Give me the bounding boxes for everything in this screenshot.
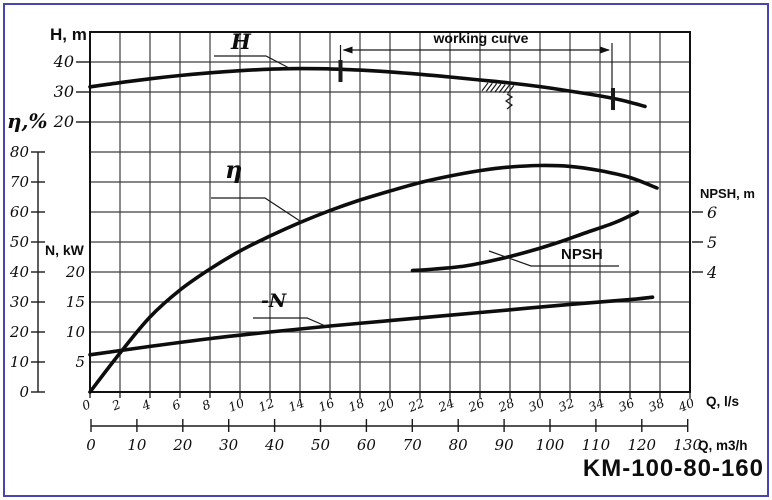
q-ls-tick-label: 24 (435, 395, 456, 415)
leader-eta (211, 197, 304, 224)
npsh-axis-label: NPSH, m (700, 186, 755, 201)
curve-NPSH (410, 210, 640, 273)
working-range-arrow-right (600, 46, 610, 54)
q-m3h-tick-label: 130 (673, 436, 702, 454)
q-ls-tick-label: 12 (256, 395, 276, 415)
curve-N (88, 295, 655, 357)
q-m3h-tick-label: 110 (582, 436, 611, 454)
head-curve-label: H (231, 29, 251, 54)
rated-point-hatch-stroke (481, 82, 489, 92)
n-tick-label: 15 (66, 293, 85, 311)
q-ls-tick-label: 6 (170, 396, 183, 413)
rated-point-hatch-stroke (494, 83, 502, 93)
q-ls-tick-label: 18 (346, 395, 366, 415)
q-m3h-tick-label: 50 (311, 436, 331, 454)
q-ls-tick-label: 30 (526, 395, 546, 415)
leader-NPSH (488, 250, 619, 267)
q-m3h-tick-label: 80 (449, 436, 469, 454)
eta-tick-label: 40 (9, 263, 30, 281)
head-axis-label: H, m (50, 25, 87, 44)
npsh-tick-label: 6 (707, 203, 717, 222)
leader-N (253, 317, 331, 329)
q-ls-tick-label: 16 (316, 395, 336, 415)
q-m3h-tick-label: 70 (403, 436, 423, 454)
q-m3h-tick-label: 40 (264, 436, 285, 454)
curve-eta (88, 163, 659, 394)
n-tick-label: 20 (65, 263, 86, 281)
working-curve-label: working curve (433, 30, 529, 46)
rated-point-hatch-stroke (507, 85, 515, 94)
npsh-tick-label: 5 (707, 233, 717, 252)
leader-H (214, 55, 292, 70)
efficiency-curve-label: η (225, 155, 243, 184)
rated-point-squiggle (504, 93, 514, 110)
eta-tick-label: 70 (10, 173, 30, 191)
npsh-tick-label: 4 (706, 263, 717, 282)
flow-ls-axis-label: Q, l/s (706, 394, 740, 409)
sheet-border (3, 3, 769, 497)
q-ls-tick-label: 0 (80, 396, 93, 413)
npsh-curve-label: NPSH (561, 246, 603, 263)
q-ls-tick-label: 26 (465, 395, 486, 415)
q-ls-tick-label: 38 (646, 395, 666, 415)
q-ls-tick-label: 10 (226, 395, 246, 415)
curve-H (88, 66, 647, 109)
q-m3h-tick-label: 90 (495, 436, 515, 454)
h-tick-label: 20 (53, 112, 74, 131)
q-m3h-tick-label: 120 (627, 436, 656, 454)
eta-tick-label: 30 (10, 293, 30, 311)
q-ls-tick-label: 40 (675, 395, 696, 415)
eta-tick-label: 60 (10, 203, 30, 221)
q-ls-tick-label: 32 (556, 395, 576, 415)
eta-tick-label: 20 (9, 323, 30, 341)
q-ls-tick-label: 28 (495, 395, 516, 415)
rated-point-hatch-stroke (498, 84, 506, 93)
pump-model-title: KM-100-80-160 (582, 455, 764, 482)
eta-tick-label: 80 (10, 143, 30, 161)
eta-tick-label: 50 (10, 233, 30, 251)
h-tick-label: 30 (54, 82, 74, 101)
q-m3h-tick-label: 0 (86, 436, 96, 454)
q-m3h-tick-label: 10 (127, 436, 147, 454)
q-m3h-tick-label: 30 (219, 436, 239, 454)
q-ls-tick-label: 14 (286, 395, 306, 415)
q-m3h-tick-label: 20 (172, 436, 193, 454)
q-ls-tick-label: 4 (139, 396, 153, 413)
q-ls-tick-label: 22 (405, 395, 426, 415)
q-ls-tick-label: 34 (586, 395, 606, 415)
q-ls-tick-label: 36 (616, 395, 636, 415)
rated-point-hatch-stroke (503, 84, 510, 94)
q-ls-tick-label: 2 (109, 396, 123, 413)
working-range-arrow-left (342, 46, 353, 54)
efficiency-axis-label: η,% (7, 109, 48, 133)
power-curve-label: -N (261, 290, 287, 312)
rated-point-hatch-stroke (485, 82, 493, 92)
eta-tick-label: 0 (19, 383, 29, 401)
power-axis-label: N, kW (45, 242, 84, 258)
n-tick-label: 5 (75, 353, 85, 371)
eta-tick-label: 10 (10, 353, 30, 371)
q-m3h-tick-label: 100 (536, 436, 565, 454)
rated-point-hatch-stroke (490, 83, 498, 93)
h-tick-label: 40 (53, 52, 74, 71)
q-ls-tick-label: 8 (200, 396, 213, 413)
q-ls-tick-label: 20 (375, 395, 396, 415)
n-tick-label: 10 (66, 323, 86, 341)
flow-m3h-axis-label: Q, m3/h (698, 438, 748, 453)
q-m3h-tick-label: 60 (357, 436, 377, 454)
